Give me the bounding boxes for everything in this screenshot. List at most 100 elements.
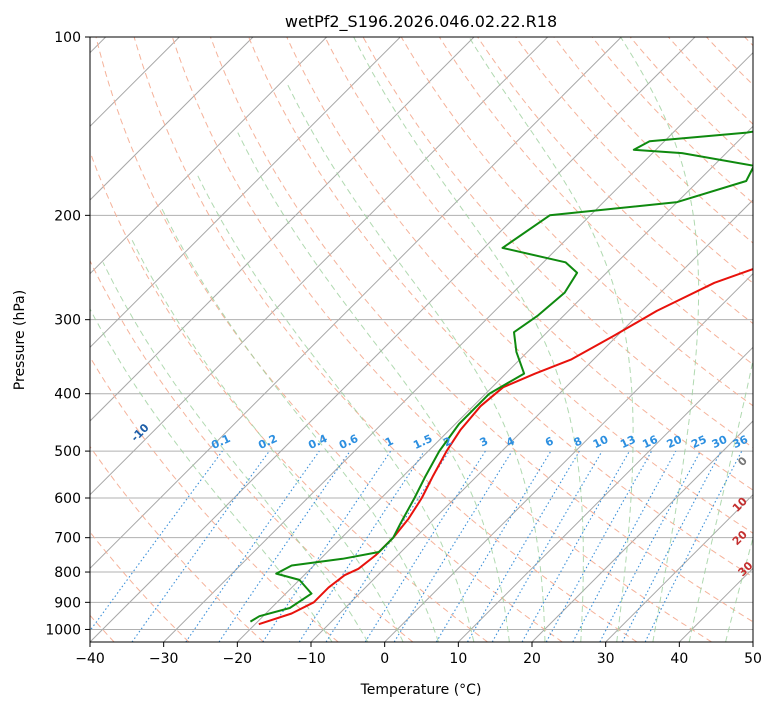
dry-adiabat [90,531,190,642]
mixing-ratio-line [435,450,552,642]
x-tick-label: 10 [449,651,467,667]
y-axis: 100 200 300 400 500 600 700 800 900 1000 [45,30,90,638]
line-labels-layer: -100-90-80-70-60-50-40-30-20-10010203040… [128,421,772,607]
dry-adiabat [553,37,753,244]
dry-adiabat [362,37,753,449]
x-tick-label: 0 [380,651,389,667]
isotherm-gridline [531,420,753,642]
dry-adiabat [95,37,563,642]
x-tick-label: −40 [75,651,105,667]
mixing-ratio-line [572,450,677,642]
mixing-ratio-label: 25 [689,433,708,451]
series-layer [249,130,753,626]
x-axis: −40 −30 −20 −10 0 10 20 30 40 50 [75,642,762,667]
mixing-ratio-label: 8 [572,434,584,449]
isotherm-gridline [752,641,753,642]
isotherm-gridline [236,125,753,642]
mixing-ratio-label: 0.1 [209,432,232,452]
mixing-ratio-label: 10 [591,433,611,451]
mixing-ratio-label: 30 [710,433,730,451]
isotherm-gridline [90,37,401,349]
mixing-ratio-line [545,450,653,642]
x-tick-label: 40 [670,651,688,667]
y-tick-label: 100 [54,30,81,46]
x-tick-label: 30 [597,651,615,667]
mixing-ratio-line [599,450,701,642]
moist-adiabat-label: 40 [752,587,772,607]
dry-adiabat [133,37,638,642]
y-tick-label: 900 [54,595,81,611]
x-tick-label: 20 [523,651,541,667]
y-tick-label: 800 [54,565,81,581]
y-tick-label: 400 [54,387,81,403]
mixing-ratio-label: 13 [618,433,637,451]
x-axis-label: Temperature (°C) [360,682,482,698]
dry-adiabat-label: -10 [128,421,151,444]
isotherm-gridline [678,567,753,642]
mixing-ratio-line [185,450,320,642]
mixing-ratio-line [262,450,392,642]
moist-adiabat-label: 0 [735,454,750,469]
dry-adiabat [515,37,753,284]
isotherm-gridline [90,37,475,422]
mixing-ratio-line [521,450,630,642]
moist-adiabat [688,358,753,642]
isotherm-gridline [90,37,696,642]
dry-adiabat [629,37,753,165]
moist-adiabat [353,37,584,642]
x-tick-label: −10 [296,651,326,667]
dry-adiabat [210,37,753,623]
chart-title: wetPf2_S196.2026.046.02.22.R18 [285,12,557,32]
moist-adiabat [725,536,753,642]
dry-adiabat [248,37,753,578]
x-tick-label: −30 [149,651,179,667]
y-axis-label: Pressure (hPa) [12,290,28,390]
isotherm-gridline [90,37,328,275]
moist-adiabat [286,83,546,642]
mixing-ratio-line [131,450,270,642]
y-tick-label: 600 [54,491,81,507]
moist-adiabat-label: 20 [730,528,750,548]
mixing-ratio-label: 1 [383,434,395,449]
isotherm-gridline [605,493,753,642]
mixing-ratio-label: 0.4 [306,432,329,452]
mixing-ratio-label: 20 [665,433,685,451]
isotherm-gridline [163,51,753,642]
mixing-ratio-line [298,450,425,642]
mixing-ratio-line [325,450,450,642]
moist-adiabat [161,208,439,642]
mixing-ratio-line [218,450,351,642]
x-tick-label: 50 [744,651,762,667]
isotherm-gridline [90,37,622,570]
dry-adiabat [90,259,414,642]
y-tick-label: 1000 [45,622,81,638]
temperature-profile [258,267,753,626]
dry-adiabat [90,356,339,642]
plot-frame [89,36,754,643]
x-tick-label: −20 [223,651,253,667]
mixing-ratio-label: 16 [640,433,660,451]
dewpoint-profile [249,130,753,623]
dry-adiabat [324,37,753,491]
moist-adiabat [90,308,333,642]
dry-adiabat [591,37,753,204]
dry-adiabat [706,37,753,86]
grid-layer [90,37,753,642]
isotherm-gridline [457,346,753,642]
isotherm-gridline [90,37,254,201]
moist-adiabat [620,37,700,642]
mixing-ratio-label: 3 [478,434,490,449]
y-tick-label: 700 [54,531,81,547]
y-tick-label: 300 [54,313,81,329]
moist-adiabat [131,239,404,642]
dry-adiabat [90,150,488,642]
dry-adiabat [438,37,753,366]
dry-adiabat [400,37,753,407]
mixing-ratio-line [393,450,513,642]
mixing-ratio-line [644,450,743,642]
mixing-ratio-label: 36 [731,433,751,451]
dry-adiabat [668,37,753,125]
mixing-ratio-label: 6 [543,434,556,449]
